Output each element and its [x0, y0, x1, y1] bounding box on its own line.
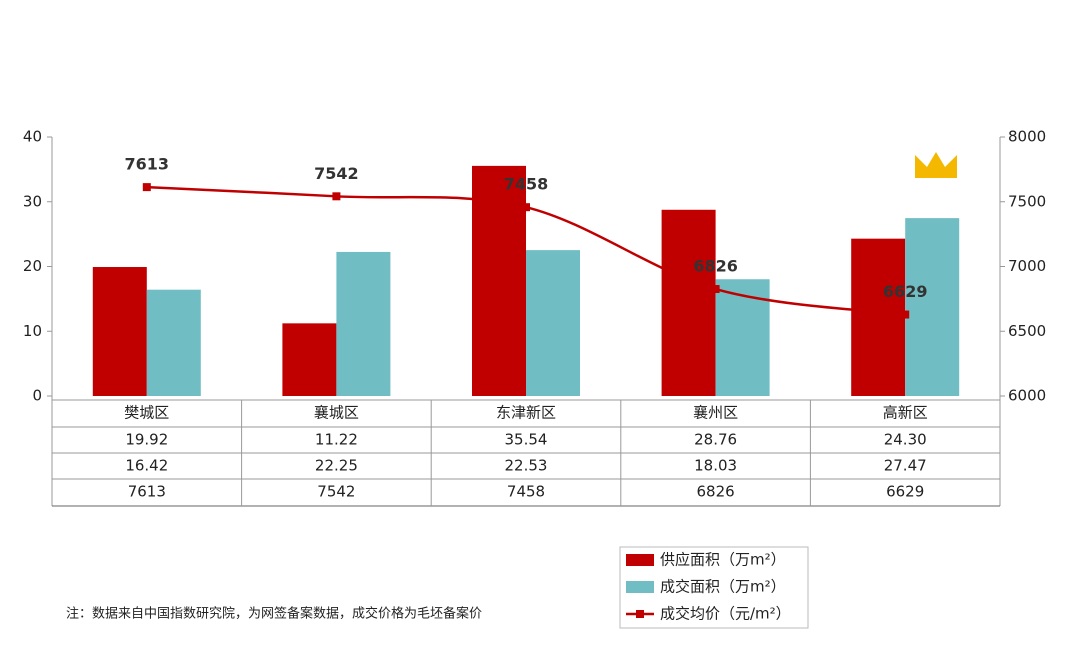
- legend-box: [619, 546, 809, 629]
- crown: [915, 152, 957, 178]
- line-marker: [142, 183, 151, 192]
- table-header: 东津新区: [496, 404, 556, 422]
- table-cell: 28.76: [694, 431, 737, 449]
- legend-label: 成交均价（元/m²）: [660, 605, 791, 623]
- bar: [661, 209, 716, 396]
- line-marker: [332, 192, 341, 201]
- line-marker: [522, 203, 530, 212]
- table-cell: 22.53: [505, 457, 548, 475]
- y2-tick-label: 7500: [1008, 192, 1046, 210]
- legend-label: 成交面积（万m²）: [660, 578, 786, 596]
- data-label: 7542: [314, 164, 359, 183]
- footnote: 注：数据来自中国指数研究院，为网签备案数据，成交价格为毛坯备案价: [66, 606, 482, 622]
- y-tick-label: 40: [23, 128, 42, 146]
- table-cell: 35.54: [505, 431, 548, 449]
- line-marker: [901, 310, 910, 319]
- table-header: 襄州区: [693, 404, 738, 422]
- y-tick-label: 10: [23, 322, 42, 340]
- table-cell: 6826: [697, 483, 735, 501]
- bar: [146, 289, 201, 396]
- line-marker: [711, 285, 720, 294]
- table-cell: 7613: [128, 483, 166, 501]
- table-cell: 24.30: [884, 431, 927, 449]
- legend-swatch: [636, 610, 644, 618]
- legend-label: 供应面积（万m²）: [660, 551, 786, 569]
- table-cell: 22.25: [315, 457, 358, 475]
- y2-tick-label: 8000: [1008, 128, 1046, 146]
- table-header: 樊城区: [124, 404, 169, 422]
- data-label: 7458: [504, 175, 549, 194]
- y2-tick-label: 6000: [1008, 387, 1046, 405]
- table-header: 襄城区: [314, 404, 359, 422]
- table-cell: 7542: [317, 483, 355, 501]
- bar: [905, 218, 960, 396]
- data-label: 6629: [883, 282, 928, 301]
- bar: [92, 267, 147, 396]
- table-cell: 19.92: [125, 431, 168, 449]
- bar: [851, 238, 906, 396]
- table-header: 高新区: [883, 404, 928, 422]
- data-label: 7613: [125, 155, 170, 174]
- legend-swatch: [626, 554, 654, 566]
- table-cell: 11.22: [315, 431, 358, 449]
- table-cell: 27.47: [884, 457, 927, 475]
- y-tick-label: 20: [23, 257, 42, 275]
- bar: [282, 323, 337, 396]
- y2-tick-label: 6500: [1008, 322, 1046, 340]
- data-label: 6826: [693, 257, 738, 276]
- table-cell: 7458: [507, 483, 545, 501]
- table-cell: 18.03: [694, 457, 737, 475]
- table-cell: 16.42: [125, 457, 168, 475]
- bar: [526, 250, 580, 396]
- y-tick-label: 30: [23, 192, 42, 210]
- y2-tick-label: 7000: [1008, 257, 1046, 275]
- bar: [336, 251, 391, 396]
- table-cell: 6629: [886, 483, 924, 501]
- y-tick-label: 0: [32, 387, 42, 405]
- legend-swatch: [626, 581, 654, 593]
